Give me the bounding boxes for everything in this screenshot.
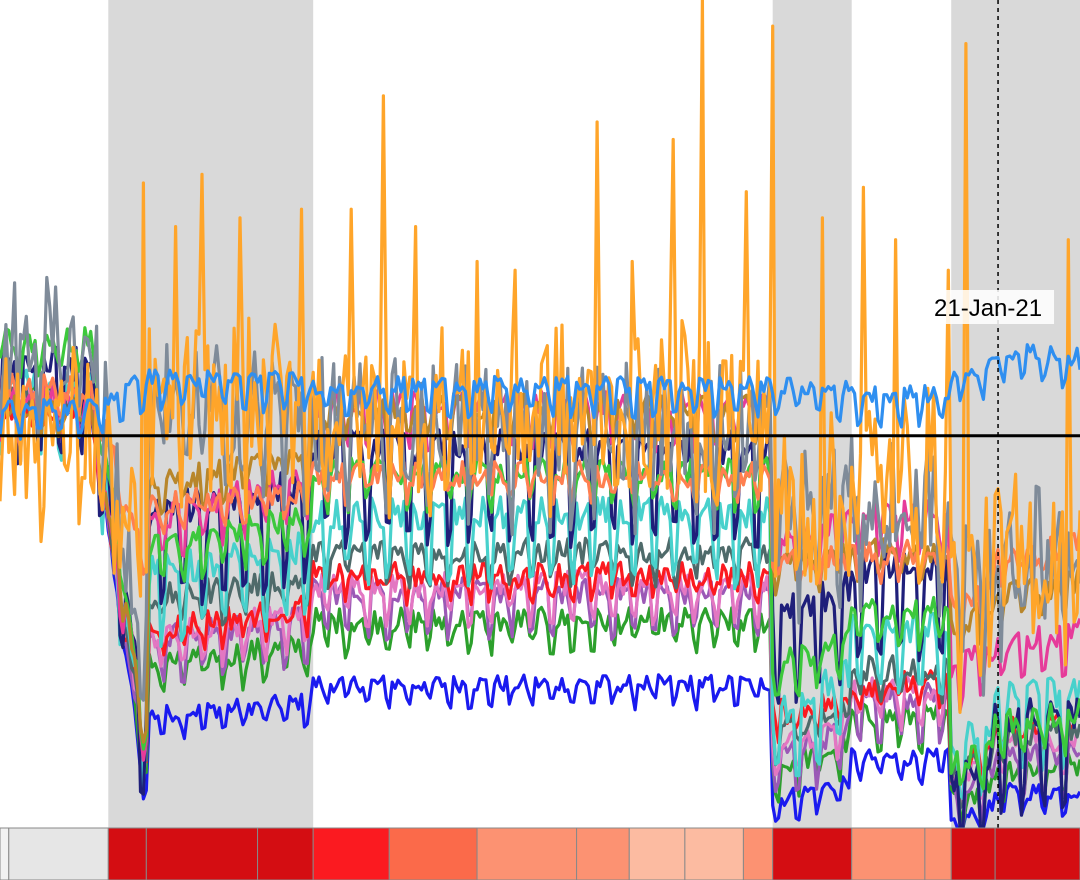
strip-segment-1 xyxy=(0,827,10,880)
strip-segment-16 xyxy=(950,827,996,880)
strip-segment-5 xyxy=(257,827,314,880)
strip-segment-15 xyxy=(924,827,952,880)
strip-segment-11 xyxy=(684,827,744,880)
annotation-label: 21-Jan-21 xyxy=(934,295,1042,322)
strip-segment-7 xyxy=(388,827,478,880)
series-line-1 xyxy=(0,398,1080,830)
strip-segment-3 xyxy=(107,827,147,880)
strip-segment-10 xyxy=(628,827,686,880)
strip-segment-12 xyxy=(742,827,774,880)
series-line-4 xyxy=(0,387,1080,808)
series-line-15 xyxy=(0,343,1080,441)
stringency-strip xyxy=(0,827,1080,880)
series-line-14 xyxy=(0,0,1080,714)
strip-segment-4 xyxy=(145,827,259,880)
strip-segment-2 xyxy=(8,827,109,880)
series-line-7 xyxy=(0,366,1080,801)
strip-segment-8 xyxy=(476,827,578,880)
strip-segment-14 xyxy=(851,827,926,880)
series-lines-layer xyxy=(0,0,1080,830)
strip-segment-13 xyxy=(772,827,853,880)
annotation-label-background xyxy=(922,290,1055,324)
strip-segment-17 xyxy=(994,827,1080,880)
lockdown-period-2 xyxy=(772,0,852,828)
strip-segment-9 xyxy=(576,827,630,880)
strip-segment-6 xyxy=(312,827,390,880)
